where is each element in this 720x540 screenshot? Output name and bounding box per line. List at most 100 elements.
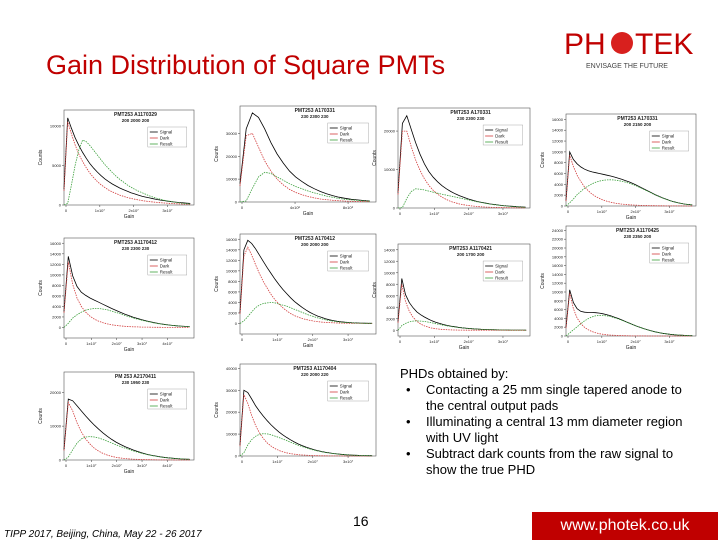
photek-logo: PH TEK ENVISAGE THE FUTURE	[564, 28, 693, 70]
gain-chart: 0 10000 20000 0 1x10⁷ 2x10⁷ 3x10⁷ Counts PMT253 …	[372, 107, 531, 216]
x-axis-label: Gain	[303, 211, 314, 217]
legend-label: Signal	[662, 134, 675, 139]
y-tick-label: 6000	[554, 307, 564, 312]
chart-subtitle: 230 1950 230	[122, 380, 150, 385]
y-tick-label: 10000	[552, 290, 564, 295]
y-tick-label: 20000	[50, 390, 62, 395]
series-line-result	[239, 301, 373, 324]
y-axis-label: Counts	[372, 282, 378, 298]
y-tick-label: 10000	[226, 268, 238, 273]
x-tick-label: 2x10⁷	[308, 337, 319, 342]
x-tick-label: 2x10⁷	[631, 339, 642, 344]
plot-frame	[239, 363, 377, 457]
x-tick-label: 3x10⁷	[498, 339, 509, 344]
y-tick-label: 10000	[226, 432, 238, 437]
y-tick-label: 0	[235, 200, 238, 205]
y-axis-label: Counts	[214, 276, 220, 292]
plot-frame	[397, 107, 531, 209]
chart-title: PMT253 A170331	[295, 108, 336, 114]
legend-label: Dark	[340, 260, 350, 265]
chart-subtitle: 220 2000 220	[301, 372, 329, 377]
phd-notes-heading: PHDs obtained by:	[400, 366, 509, 381]
phd-note-item: Subtract dark counts from the raw signal…	[400, 446, 700, 478]
x-tick-label: 0	[241, 337, 244, 342]
chart-title: PMT253 A170331	[617, 116, 658, 122]
y-axis-label: Counts	[38, 149, 44, 165]
y-tick-label: 2000	[554, 193, 564, 198]
chart-subtitle: 200 2150 200	[624, 122, 652, 127]
footer-url-bar[interactable]: www.photek.co.uk	[532, 512, 718, 540]
logo-tagline: ENVISAGE THE FUTURE	[586, 63, 668, 70]
plot-frame	[63, 237, 195, 339]
plot-frame	[239, 233, 377, 335]
legend-box	[327, 380, 369, 402]
x-tick-label: 4x10⁶	[290, 205, 301, 210]
y-axis-label: Counts	[540, 273, 546, 289]
y-tick-label: 0	[393, 206, 396, 211]
x-tick-label: 2x10⁷	[112, 463, 123, 468]
plot-frame	[565, 225, 697, 337]
chart-title: PMT253 A1170412	[114, 240, 157, 246]
legend-label: Signal	[160, 258, 173, 263]
chart-title: PMT253 A170412	[295, 236, 336, 242]
x-tick-label: 3x10⁷	[137, 341, 148, 346]
x-axis-label: Gain	[124, 469, 135, 475]
y-tick-label: 14000	[50, 251, 62, 256]
chart-subtitle: 200 1700 200	[457, 252, 485, 257]
series-line-result	[239, 433, 373, 457]
x-tick-label: 2x10⁷	[464, 211, 475, 216]
x-tick-label: 3x10⁷	[664, 209, 675, 214]
series-line-result	[565, 314, 693, 337]
chart-subtitle: 200 2000 200	[122, 118, 150, 123]
y-tick-label: 4000	[386, 305, 396, 310]
legend-label: Result	[340, 266, 354, 271]
series-line-result	[397, 320, 527, 331]
legend-label: Result	[662, 146, 676, 151]
series-line-result	[239, 171, 370, 203]
y-tick-label: 16000	[50, 241, 62, 246]
y-tick-label: 2000	[554, 325, 564, 330]
legend-label: Result	[340, 396, 354, 401]
y-tick-label: 0	[235, 454, 238, 459]
y-tick-label: 14000	[384, 247, 396, 252]
plot-frame	[397, 243, 531, 337]
chart-subtitle: 200 2000 200	[301, 242, 329, 247]
legend-label: Signal	[495, 128, 508, 133]
y-tick-label: 5000	[52, 163, 62, 168]
x-tick-label: 1x10⁷	[95, 208, 106, 213]
y-axis-label: Counts	[214, 402, 220, 418]
y-axis-label: Counts	[214, 146, 220, 162]
gain-chart: 0 2000 4000 6000 8000 10000 12000 14000 16000 0 1x…	[214, 233, 377, 349]
x-axis-label: Gain	[124, 214, 135, 220]
x-axis-label: Gain	[626, 215, 637, 221]
x-tick-label: 0	[241, 459, 244, 464]
series-line-signal	[565, 289, 693, 337]
y-tick-label: 10000	[384, 167, 396, 172]
x-tick-label: 0	[567, 339, 570, 344]
legend-label: Result	[662, 258, 676, 263]
y-tick-label: 14000	[552, 272, 564, 277]
legend-label: Result	[495, 276, 509, 281]
chart-title: PMT253 A1170421	[449, 246, 492, 252]
x-axis-label: Gain	[626, 345, 637, 351]
slide-title: Gain Distribution of Square PMTs	[46, 50, 446, 80]
legend-label: Result	[160, 404, 174, 409]
y-axis-label: Counts	[38, 280, 44, 296]
series-line-dark	[239, 132, 370, 203]
y-tick-label: 8000	[52, 283, 62, 288]
x-tick-label: 1x10⁷	[597, 209, 608, 214]
y-tick-label: 10000	[226, 177, 238, 182]
x-tick-label: 2x10⁷	[464, 339, 475, 344]
legend-box	[327, 250, 369, 272]
legend-label: Dark	[662, 252, 672, 257]
x-tick-label: 0	[567, 209, 570, 214]
series-line-result	[63, 436, 190, 461]
series-line-dark	[63, 121, 191, 205]
plot-frame	[63, 109, 195, 206]
x-tick-label: 2x10⁷	[112, 341, 123, 346]
phd-note-item: Contacting a 25 mm single tapered anode …	[400, 382, 700, 414]
y-axis-label: Counts	[540, 152, 546, 168]
legend-label: Dark	[160, 398, 170, 403]
series-line-dark	[565, 292, 693, 337]
y-tick-label: 12000	[552, 281, 564, 286]
